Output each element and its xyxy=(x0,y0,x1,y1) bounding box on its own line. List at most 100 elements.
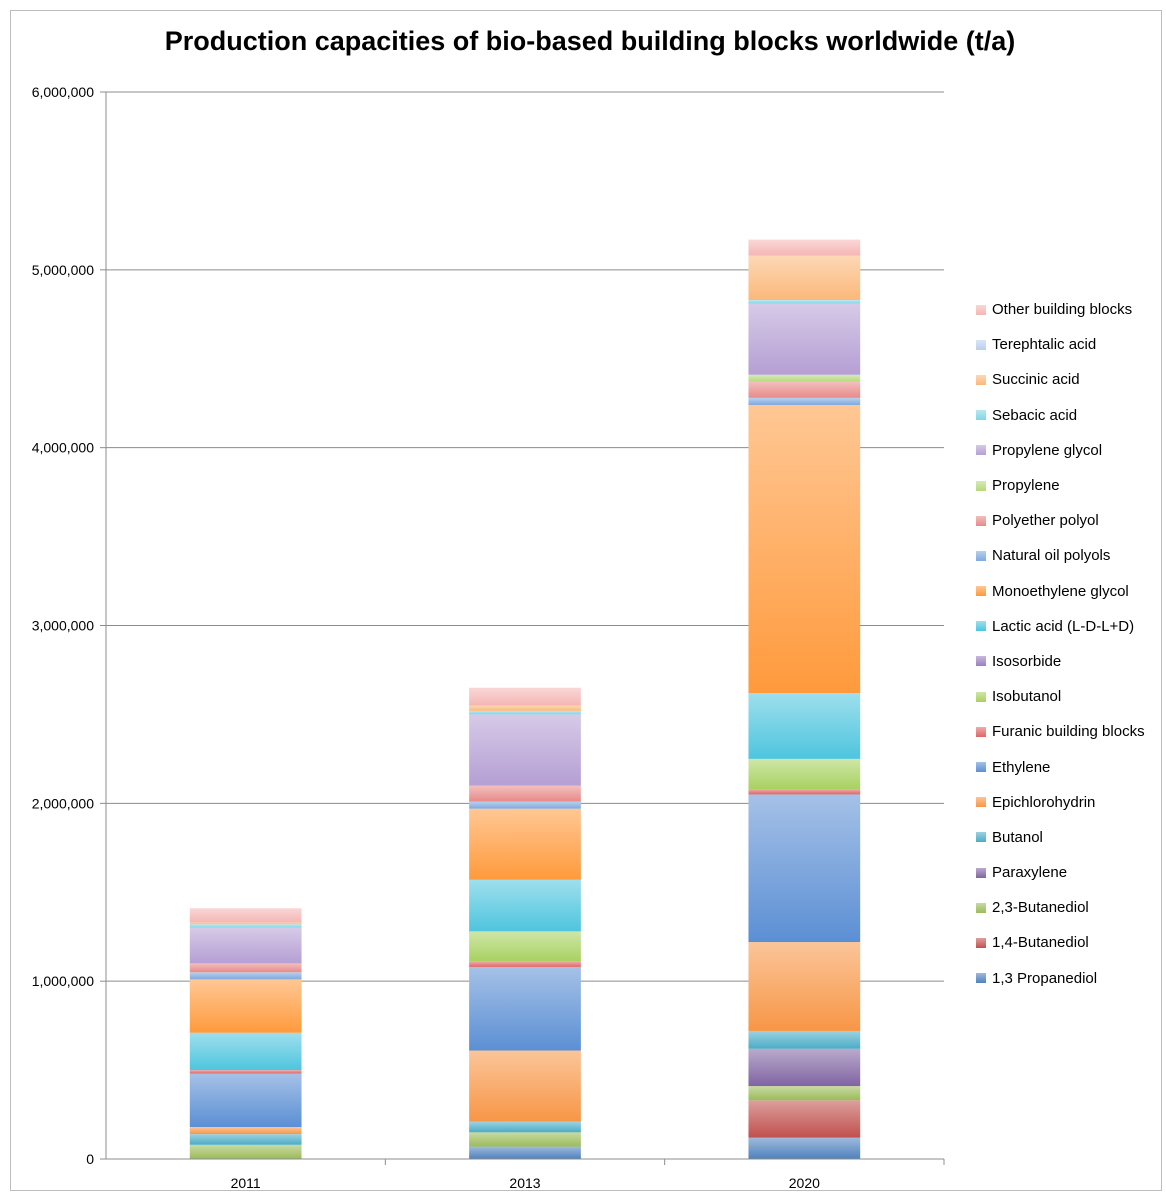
legend-swatch xyxy=(976,726,986,737)
legend-label: Lactic acid (L-D-L+D) xyxy=(992,617,1135,635)
bar-segment xyxy=(469,785,581,802)
legend-item: Lactic acid (L-D-L+D) xyxy=(976,609,1166,644)
legend-swatch xyxy=(976,339,986,350)
legend-item: Sebacic acid xyxy=(976,398,1166,433)
legend-item: 1,3 Propanediol xyxy=(976,961,1166,996)
legend-label: Propylene glycol xyxy=(992,441,1103,459)
legend-item: Polyether polyol xyxy=(976,503,1166,538)
bar-segment xyxy=(748,255,861,301)
legend-swatch xyxy=(976,480,986,491)
y-tick-label: 6,000,000 xyxy=(32,84,94,100)
legend-swatch xyxy=(976,410,986,421)
y-tick-label: 1,000,000 xyxy=(32,973,94,989)
bar-segment xyxy=(748,1137,861,1159)
bar-segment xyxy=(748,794,861,943)
bar-segment xyxy=(748,239,861,256)
bar-segment xyxy=(748,374,861,382)
bar-segment xyxy=(189,922,302,925)
legend-swatch xyxy=(976,902,986,913)
bar-segment xyxy=(189,1073,302,1127)
legend-label: Succinic acid xyxy=(992,371,1080,389)
bar-segment xyxy=(469,801,581,809)
legend-swatch xyxy=(976,937,986,948)
legend-item: Propylene glycol xyxy=(976,433,1166,468)
bar-segment xyxy=(469,710,581,715)
legend-swatch xyxy=(976,691,986,702)
legend-item: Terephtalic acid xyxy=(976,327,1166,362)
bar-segment xyxy=(748,942,861,1031)
legend-item: Furanic building blocks xyxy=(976,714,1166,749)
legend-label: Paraxylene xyxy=(992,864,1068,882)
bar-segment xyxy=(189,1070,302,1074)
bar-segment xyxy=(189,963,302,973)
bar-segment xyxy=(748,1030,861,1049)
bar-segment xyxy=(189,979,302,1033)
bar-segment xyxy=(748,1100,861,1138)
bar-segment xyxy=(748,789,861,795)
x-tick-label: 2011 xyxy=(231,1175,261,1191)
x-axis-ticks: 2011 2013 2020 xyxy=(231,1159,945,1191)
legend-label: 1,4-Butanediol xyxy=(992,934,1089,952)
legend-item: Butanol xyxy=(976,820,1166,855)
legend-item: Ethylene xyxy=(976,749,1166,784)
bar-segment xyxy=(189,908,302,923)
legend-item: 1,4-Butanediol xyxy=(976,925,1166,960)
bar-segment xyxy=(189,1134,302,1145)
bar-segment xyxy=(189,1032,302,1071)
legend-item: Isobutanol xyxy=(976,679,1166,714)
bar-segment xyxy=(748,1048,861,1087)
legend-swatch xyxy=(976,304,986,315)
bar-segment xyxy=(469,705,581,711)
legend-swatch xyxy=(976,762,986,773)
legend-item: Succinic acid xyxy=(976,362,1166,397)
legend-label: Propylene xyxy=(992,477,1060,495)
legend-item: Other building blocks xyxy=(976,292,1166,327)
legend-item: Isosorbide xyxy=(976,644,1166,679)
legend-label: Monoethylene glycol xyxy=(992,582,1129,600)
legend-label: Butanol xyxy=(992,828,1043,846)
legend-item: Monoethylene glycol xyxy=(976,574,1166,609)
y-axis-ticks: 0 1,000,000 2,000,000 3,000,000 4,000,000 5,0… xyxy=(32,84,106,1167)
chart-title: Production capacities of bio-based build… xyxy=(164,26,1016,56)
legend-item: Epichlorohydrin xyxy=(976,785,1166,820)
legend-label: 1,3 Propanediol xyxy=(992,969,1098,987)
y-tick-label: 0 xyxy=(86,1151,94,1167)
legend-swatch xyxy=(976,586,986,597)
bar-segment xyxy=(748,303,861,375)
legend-item: Propylene xyxy=(976,468,1166,503)
bar-segment xyxy=(469,714,581,786)
bar-segment xyxy=(469,687,581,706)
legend-label: Polyether polyol xyxy=(992,512,1099,530)
bar-segment xyxy=(748,381,861,398)
axes xyxy=(105,92,944,1160)
legend-label: Epichlorohydrin xyxy=(992,793,1096,811)
legend-label: Other building blocks xyxy=(992,301,1133,319)
bar-segment xyxy=(748,397,861,405)
legend-item: Paraxylene xyxy=(976,855,1166,890)
bar-segment xyxy=(469,931,581,962)
legend-label: Furanic building blocks xyxy=(992,723,1145,741)
bar-segment xyxy=(189,1144,302,1159)
bar-segment xyxy=(469,961,581,967)
bar-segment xyxy=(748,758,861,790)
legend-label: Natural oil polyols xyxy=(992,547,1111,565)
bar-segment xyxy=(469,966,581,1051)
bar-segment xyxy=(748,693,861,759)
legend: Other building blocks Terephtalic acid Suc… xyxy=(976,292,1166,996)
legend-swatch xyxy=(976,550,986,561)
x-tick-label: 2020 xyxy=(789,1175,820,1191)
bar-segment xyxy=(469,1132,581,1147)
x-tick-label: 2013 xyxy=(509,1175,540,1191)
bar-segment xyxy=(748,404,861,694)
bar-segment xyxy=(469,1121,581,1133)
legend-item: 2,3-Butanediol xyxy=(976,890,1166,925)
y-tick-label: 2,000,000 xyxy=(32,795,94,811)
y-tick-label: 3,000,000 xyxy=(32,618,94,634)
bar-segment xyxy=(189,924,302,928)
bar-segment xyxy=(469,1146,581,1159)
legend-swatch xyxy=(976,656,986,667)
legend-label: Ethylene xyxy=(992,758,1051,776)
bar-segment xyxy=(189,927,302,964)
legend-label: Terephtalic acid xyxy=(992,336,1097,354)
